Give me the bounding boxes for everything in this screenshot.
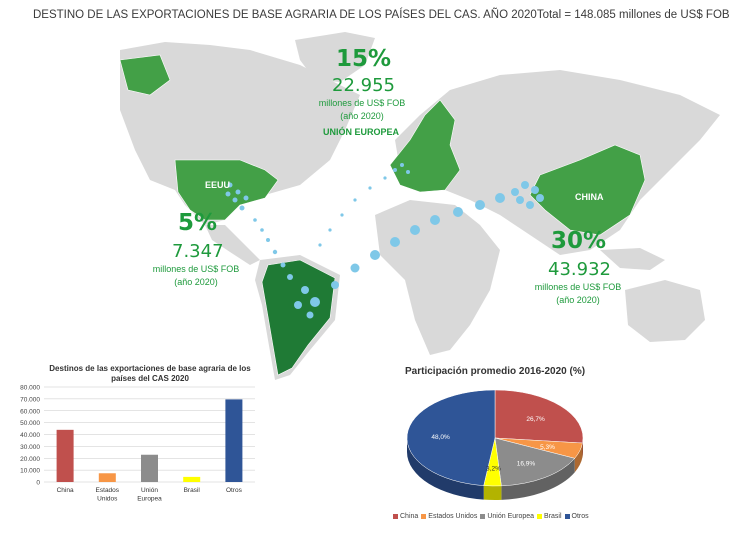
bar-x-tick-label: Otros [226,487,243,494]
eurasia-shape [395,70,720,255]
bar-brasil [183,476,201,482]
bar-y-tick-label: 50.000 [20,420,40,427]
africa-shape [375,200,500,355]
eu-amount: 22.955 [332,75,395,96]
pie-value-label: 5,3% [540,444,555,451]
pie-legend-item: Brasil [537,513,562,520]
legend-label: Estados Unidos [428,513,478,520]
legend-label: Unión Europea [487,513,535,520]
legend-swatch [480,513,486,519]
bar-china [56,429,74,482]
bar-y-tick-label: 30.000 [20,444,40,451]
bar-x-tick-label: China [57,487,74,494]
pie-value-label: 16,9% [517,461,536,468]
bar-y-tick-label: 80.000 [20,385,40,392]
pie-value-label: 26,7% [526,416,545,423]
bar-x-tick-label: Unidos [97,496,118,503]
us-unit: millones de US$ FOB [152,264,240,274]
china-shape [529,144,646,236]
us-amount: 7.347 [172,241,224,262]
bar-y-tick-label: 10.000 [20,468,40,475]
legend-swatch [421,513,427,519]
central-america-shape [205,225,260,265]
china-unit: millones de US$ FOB [534,282,622,292]
australia-shape [625,280,705,342]
bar-unión-europea [141,454,158,482]
china-percent: 30% [551,228,607,254]
bar-y-tick-label: 40.000 [20,432,40,439]
china-year: (año 2020) [556,295,600,305]
pie-legend-item: Unión Europea [480,513,534,520]
pie-legend: China Estados Unidos Unión Europea Brasil Ot… [393,513,592,520]
pie-legend-item: China [393,513,418,520]
bar-otros [225,399,243,482]
trade-route-dots [225,163,544,319]
cas-countries-shape [261,259,336,376]
bar-chart-title: Destinos de las exportaciones de base ag… [49,364,251,383]
eu-unit: millones de US$ FOB [318,98,406,108]
page-title: DESTINO DE LAS EXPORTACIONES DE BASE AGR… [33,9,730,21]
bar-chart: 0 10.000 20.000 30.000 40.000 50.000 60.000 70.… [20,385,255,503]
pie-legend-item: Otros [564,513,589,520]
us-percent: 5% [178,210,218,236]
us-region-label: EEUU [205,180,231,190]
pie-legend-item: Estados Unidos [421,513,477,520]
bar-y-tick-label: 0 [36,480,40,487]
china-region-label: CHINA [575,192,604,202]
legend-swatch [537,513,543,519]
legend-label: Otros [571,513,589,520]
legend-swatch [393,513,398,519]
pie-side-unión-europea [501,458,575,500]
pie-chart: 26,7% 5,3% 16,9% 3,2% 48,0% [406,389,584,500]
legend-label: Brasil [544,513,562,520]
greenland-shape [295,32,375,82]
usa-shape [174,159,279,221]
eu-shape [389,99,461,193]
bar-x-tick-label: Brasil [184,487,201,494]
eu-percent: 15% [336,46,392,72]
pie-slice-unión-europea [494,437,576,487]
pie-value-label: 3,2% [486,466,501,473]
bar-y-tick-label: 20.000 [20,456,40,463]
bar-y-tick-label: 60.000 [20,408,40,415]
se-asia-shape [600,248,665,270]
bar-x-tick-label: Unión [141,487,158,494]
bar-estados-unidos [98,473,116,482]
pie-side-otros [407,438,484,500]
pie-side-estados-unidos [574,443,583,473]
eu-year: (año 2020) [340,111,384,121]
bar-y-tick-label: 70.000 [20,396,40,403]
pie-value-label: 48,0% [431,434,450,441]
pie-slice-china [494,389,584,444]
pie-slice-otros [406,389,496,486]
us-year: (año 2020) [174,277,218,287]
bar-x-tick-label: Europea [137,496,162,503]
world-map [119,32,720,380]
bar-x-tick-label: Estados [96,487,120,494]
legend-label: China [400,513,419,520]
pie-chart-title: Participación promedio 2016-2020 (%) [405,366,586,377]
legend-swatch [564,513,570,519]
alaska-shape [119,54,171,96]
pie-side-brasil [483,485,502,500]
china-amount: 43.932 [548,259,611,280]
eu-region-label: UNIÓN EUROPEA [323,127,400,137]
